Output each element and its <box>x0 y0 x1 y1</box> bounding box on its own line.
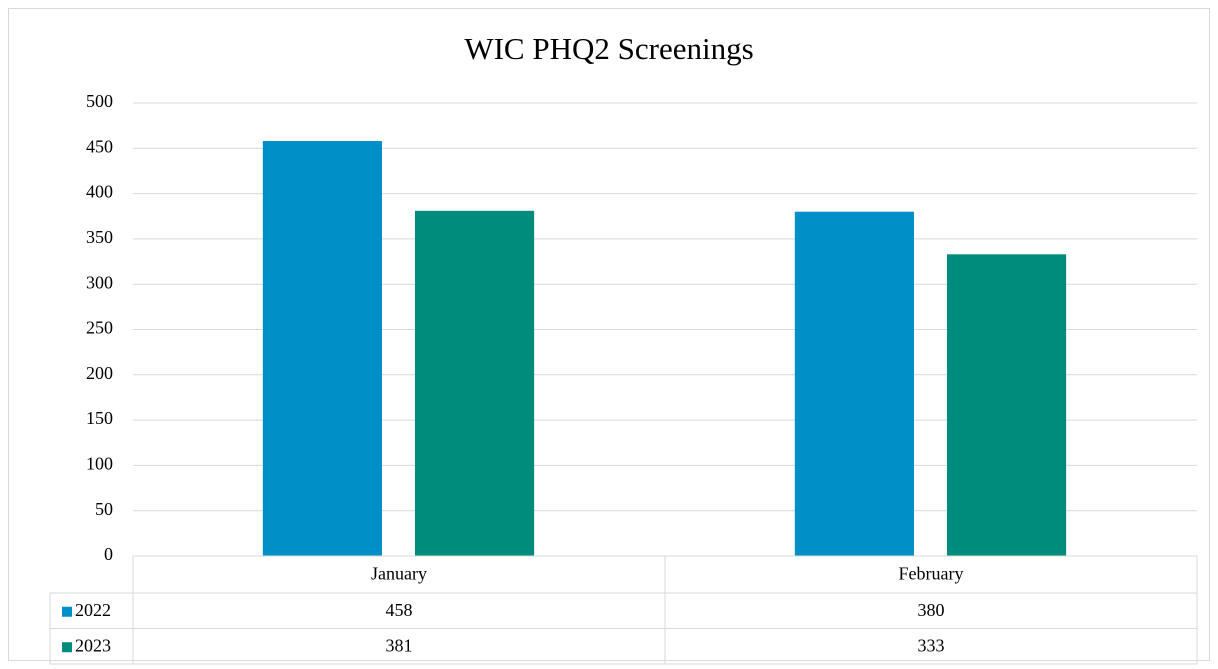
x-tick-label: February <box>899 564 964 584</box>
y-tick-label: 150 <box>86 408 113 428</box>
x-tick-label: January <box>371 564 427 584</box>
y-tick-label: 500 <box>86 91 113 111</box>
table-value: 333 <box>918 635 945 655</box>
y-tick-label: 50 <box>95 499 113 519</box>
table-value: 380 <box>918 600 945 620</box>
y-tick-label: 100 <box>86 454 113 474</box>
table-value: 381 <box>386 635 413 655</box>
y-tick-label: 400 <box>86 182 113 202</box>
legend-label: 2023 <box>75 635 111 655</box>
bar <box>794 211 914 556</box>
bar <box>414 210 535 556</box>
legend-key <box>62 606 72 617</box>
legend-label: 2022 <box>75 600 111 620</box>
table-value: 458 <box>386 600 413 620</box>
y-tick-label: 450 <box>86 136 113 156</box>
y-tick-label: 350 <box>86 227 113 247</box>
y-tick-label: 250 <box>86 318 113 338</box>
chart-title: WIC PHQ2 Screenings <box>464 31 753 66</box>
y-tick-label: 300 <box>86 272 113 292</box>
bar <box>262 141 382 556</box>
legend-key <box>62 642 72 653</box>
y-tick-label: 200 <box>86 363 113 383</box>
bar <box>946 254 1067 556</box>
y-tick-label: 0 <box>104 544 113 564</box>
